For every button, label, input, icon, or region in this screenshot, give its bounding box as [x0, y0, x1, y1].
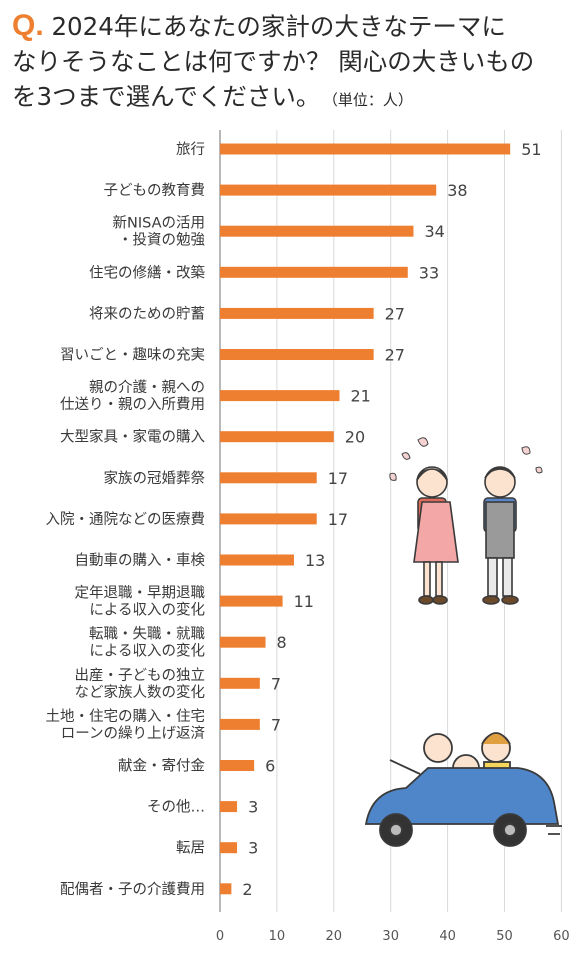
- category-label: 転居: [176, 840, 205, 857]
- x-tick-label: 30: [382, 929, 399, 944]
- bar: [220, 349, 374, 360]
- data-label: 38: [447, 181, 467, 200]
- data-label: 33: [419, 263, 439, 282]
- data-label: 3: [248, 839, 258, 858]
- category-label: 配偶者・子の介護費用: [60, 881, 205, 898]
- data-label: 20: [345, 428, 365, 447]
- data-label: 21: [350, 387, 370, 406]
- bar: [220, 431, 334, 443]
- data-label: 27: [385, 304, 405, 323]
- category-label: 新NISAの活用: [112, 215, 205, 232]
- category-label: ローンの繰り上げ返済: [61, 725, 206, 742]
- category-label: 自動車の購入・車検: [75, 552, 206, 569]
- x-tick-label: 20: [326, 929, 343, 944]
- category-label: 住宅の修繕・改築: [89, 263, 205, 281]
- data-label: 13: [305, 551, 325, 570]
- bar: [220, 883, 232, 895]
- father-figure: [423, 733, 453, 763]
- family-car-illustration: [364, 732, 562, 847]
- category-label: 入院・通院などの医療費: [46, 511, 206, 528]
- bar: [220, 307, 374, 319]
- question-header: Q. 2024年にあなたの家計の大きなテーマに なりそうなことは何ですか？ 関心…: [12, 8, 580, 118]
- x-tick-label: 40: [439, 929, 456, 944]
- category-label: 将来のための貯蓄: [89, 305, 205, 322]
- category-label: 親の介護・親への: [89, 379, 205, 396]
- category-label: 旅行: [176, 141, 205, 158]
- category-label: 家族の冠婚葬祭: [104, 470, 206, 487]
- bar: [220, 225, 414, 237]
- category-label: など家族人数の変化: [75, 684, 206, 701]
- category-label: 大型家具・家電の購入: [60, 429, 205, 446]
- bar: [220, 472, 317, 484]
- data-label: 17: [328, 469, 348, 488]
- q-marker: Q.: [12, 9, 44, 42]
- girl-figure: [413, 466, 459, 605]
- x-tick-label: 10: [269, 929, 286, 944]
- category-label: 仕送り・親の入所費用: [60, 396, 205, 413]
- question-text-1: 2024年にあなたの家計の大きなテーマに: [51, 12, 506, 41]
- x-tick-label: 0: [216, 929, 224, 944]
- category-label: 子どもの教育費: [104, 182, 206, 199]
- bar: [220, 718, 260, 730]
- petal-icon: [389, 437, 543, 481]
- bar: [220, 143, 511, 155]
- unit-label: （単位：人）: [330, 91, 413, 109]
- bar: [220, 760, 255, 771]
- data-label: 6: [265, 757, 275, 776]
- bar: [220, 390, 340, 402]
- category-label: 出産・子どもの独立: [75, 667, 206, 684]
- category-label: その他…: [147, 799, 205, 816]
- bar: [220, 636, 266, 648]
- bar: [220, 184, 437, 196]
- data-label: 2: [242, 880, 252, 899]
- data-label: 27: [385, 346, 405, 365]
- data-label: 8: [277, 633, 287, 652]
- data-label: 11: [294, 592, 314, 611]
- category-label: 献金・寄付金: [118, 757, 205, 775]
- data-label: 51: [521, 140, 541, 159]
- bar: [220, 554, 294, 566]
- question-line-3: を3つまで選んでください。 （単位：人）: [12, 79, 580, 118]
- bar: [220, 842, 238, 854]
- bar: [220, 266, 408, 278]
- data-label: 3: [248, 798, 258, 817]
- boy-figure: [482, 466, 519, 605]
- category-label: 定年退職・早期退職: [75, 585, 206, 602]
- bar: [220, 513, 317, 525]
- question-line-2: なりそうなことは何ですか？ 関心の大きいもの: [12, 47, 535, 76]
- children-illustration: [389, 437, 543, 605]
- x-tick-label: 60: [553, 929, 570, 944]
- bar: [220, 595, 283, 607]
- category-label: 転職・失職・就職: [89, 626, 205, 643]
- bar: [220, 801, 238, 813]
- category-label: ・投資の勉強: [118, 232, 205, 249]
- bar: [220, 677, 260, 689]
- data-label: 7: [271, 674, 281, 693]
- question-line-1: Q. 2024年にあなたの家計の大きなテーマに: [12, 8, 580, 44]
- category-label: 習いごと・趣味の充実: [60, 347, 205, 364]
- category-label: による収入の変化: [89, 643, 205, 660]
- category-label: 土地・住宅の購入・住宅: [46, 708, 206, 725]
- car-body: [364, 767, 560, 825]
- question-text-3: を3つまで選んでください。: [12, 82, 321, 111]
- data-label: 7: [271, 715, 281, 734]
- x-tick-label: 50: [496, 929, 513, 944]
- category-label: による収入の変化: [89, 602, 205, 619]
- data-label: 17: [328, 510, 348, 529]
- data-label: 34: [424, 222, 444, 241]
